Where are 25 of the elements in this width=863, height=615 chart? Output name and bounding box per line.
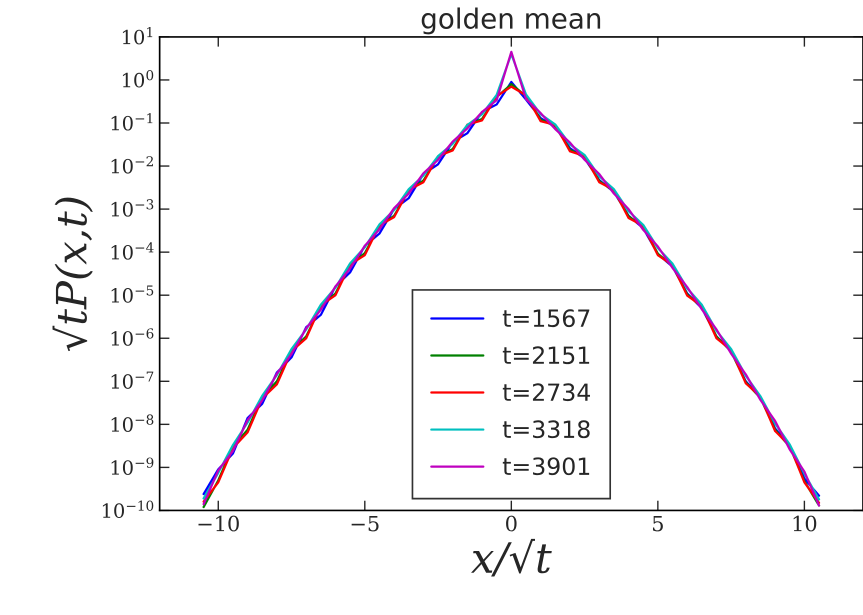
y-tick-label: 10$^{−8}$ [112,414,154,432]
y-tick-label: 10$^{−5}$ [112,285,154,303]
legend-label: t=2151 [502,346,590,364]
y-tick-label: 10$^{−9}$ [112,457,154,475]
x-tick-label: 10 [794,516,816,532]
y-tick-label: 10$^{−7}$ [112,372,154,389]
y-tick-label: 10$^{−6}$ [112,328,154,346]
x-tick-label: −5 [352,516,379,532]
y-tick-label: 10$^{−10}$ [102,500,154,518]
legend-label: t=3901 [502,457,590,476]
x-tick-label: 5 [653,516,663,532]
y-tick-label: 10$^{1}$ [122,26,152,44]
chart-title: golden mean [422,7,600,34]
x-tick-label: 0 [506,516,517,532]
legend-label: t=2734 [502,383,590,402]
y-tick-label: 10$^{0}$ [122,70,154,88]
x-axis-title: x/√t [471,538,552,577]
y-tick-label: 10$^{−3}$ [112,199,154,217]
y-tick-label: 10$^{−2}$ [112,156,153,174]
y-tick-label: 10$^{−4}$ [112,242,154,260]
x-tick-label: −10 [198,516,239,532]
legend-label: t=1567 [502,309,590,328]
y-axis-title: √tP(x,t) [52,198,93,352]
y-tick-label: 10$^{−1}$ [112,113,152,131]
legend-label: t=3318 [502,420,590,438]
